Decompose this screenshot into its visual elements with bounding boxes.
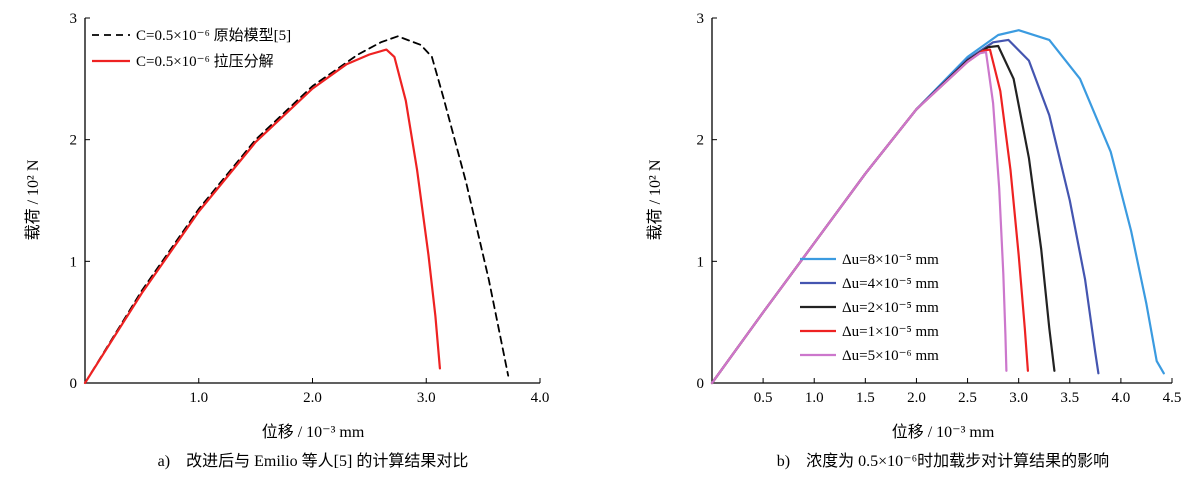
y-tick-label: 0: [697, 376, 705, 392]
legend-label-5: Δu=5×10⁻⁶ mm: [842, 348, 939, 364]
legend-label-1: Δu=8×10⁻⁵ mm: [842, 252, 939, 268]
x-tick-label: 1.0: [805, 390, 824, 406]
chart-panel-b: 0.5 1.0 1.5 2.0 2.5 3.0 3.5 4.0 4.5 0 1 2 3 位移 / 10⁻³…: [646, 11, 1181, 470]
x-tick-label: 3.0: [1009, 390, 1028, 406]
x-tick-label: 1.5: [856, 390, 875, 406]
x-tick-label: 2.0: [303, 390, 322, 406]
x-tick-label: 2.5: [958, 390, 977, 406]
y-tick-label: 0: [70, 376, 78, 392]
series-line-2: [83, 48, 441, 385]
x-tick-label: 4.5: [1163, 390, 1182, 406]
x-tick-label: 1.0: [189, 390, 208, 406]
y-tick-label: 1: [697, 254, 705, 270]
legend-label-2: C=0.5×10⁻⁶ 拉压分解: [136, 53, 274, 70]
x-axis-label: 位移 / 10⁻³ mm: [892, 423, 995, 441]
y-tick-label: 3: [697, 11, 705, 27]
x-axis-label: 位移 / 10⁻³ mm: [262, 423, 365, 441]
series-line-5: [710, 50, 1008, 385]
x-tick-label: 3.5: [1060, 390, 1079, 406]
y-tick-label: 2: [697, 133, 705, 149]
legend-label-4: Δu=1×10⁻⁵ mm: [842, 324, 939, 340]
legend-label-2: Δu=4×10⁻⁵ mm: [842, 276, 939, 292]
chart-panel-a: 1.0 2.0 3.0 4.0 0 1 2 3 位移 / 10⁻³ mm 载荷 / 10² N a)…: [24, 11, 549, 470]
legend-label-3: Δu=2×10⁻⁵ mm: [842, 300, 939, 316]
x-tick-label: 0.5: [754, 390, 773, 406]
x-tick-label: 3.0: [417, 390, 436, 406]
x-tick-label: 2.0: [907, 390, 926, 406]
chart-caption: a) 改进后与 Emilio 等人[5] 的计算结果对比: [158, 451, 469, 470]
x-tick-label: 4.0: [531, 390, 550, 406]
series-line-1: [84, 35, 510, 384]
y-tick-label: 2: [70, 133, 78, 149]
y-tick-label: 3: [70, 11, 78, 27]
y-axis-label: 载荷 / 10² N: [646, 159, 664, 240]
y-tick-label: 1: [70, 254, 78, 270]
chart-caption: b) 浓度为 0.5×10⁻⁶时加载步对计算结果的影响: [777, 451, 1109, 470]
x-tick-label: 4.0: [1112, 390, 1131, 406]
y-axis-label: 载荷 / 10² N: [24, 159, 42, 240]
legend-label-1: C=0.5×10⁻⁶ 原始模型[5]: [136, 27, 291, 44]
